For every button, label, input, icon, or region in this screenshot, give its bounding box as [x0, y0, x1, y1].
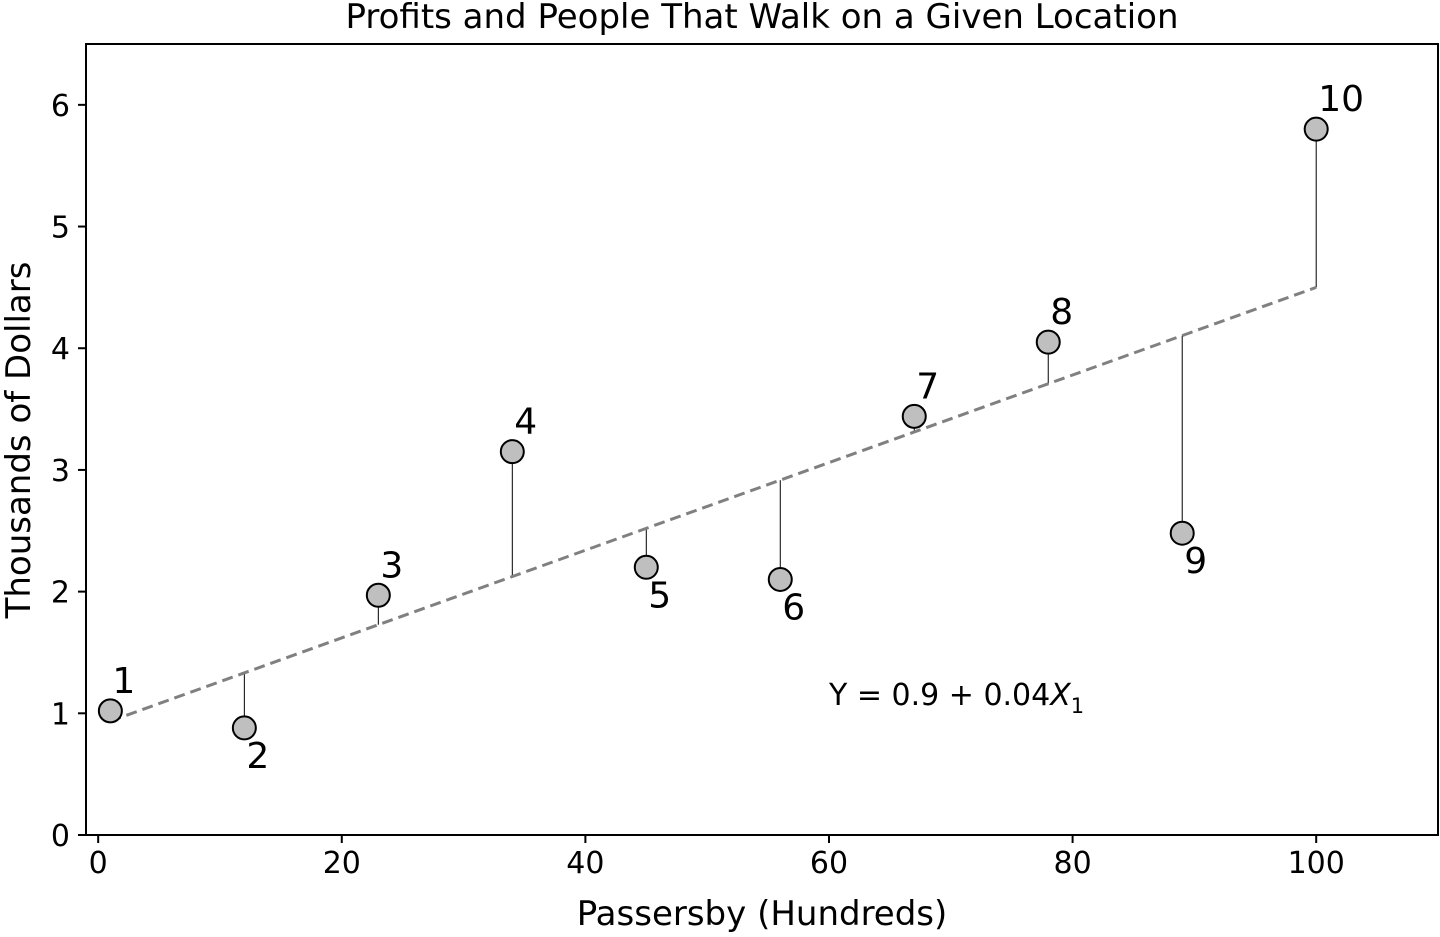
x-axis-label: Passersby (Hundreds)	[577, 894, 948, 932]
chart-title: Profits and People That Walk on a Given …	[345, 0, 1178, 37]
y-tick-label: 2	[51, 576, 70, 611]
y-tick-label: 3	[51, 454, 70, 489]
data-point	[901, 403, 927, 429]
y-tick-label: 6	[51, 89, 70, 124]
point-label: 3	[380, 545, 403, 586]
point-label: 10	[1318, 79, 1364, 120]
regression-line	[109, 285, 1317, 723]
point-label: 5	[648, 575, 671, 616]
point-label: 2	[246, 736, 269, 777]
data-point	[1303, 116, 1329, 142]
data-point	[97, 698, 123, 724]
x-tick-label: 0	[89, 846, 108, 881]
y-tick-label: 0	[51, 819, 70, 854]
y-tick-label: 5	[51, 211, 70, 246]
plot-frame	[85, 43, 1439, 836]
plot-area: 0 20 40 60 80 100 0 1 2 3 4 5 6 1 2 3 4 5 6 7 8 9 10 Y = 0.9 + …	[51, 43, 1439, 881]
data-point	[499, 439, 525, 465]
point-label: 1	[112, 661, 135, 702]
point-label: 8	[1050, 292, 1073, 333]
point-label: 6	[782, 587, 805, 628]
data-point	[1169, 520, 1195, 546]
data-point	[767, 566, 793, 592]
x-tick-label: 60	[810, 846, 848, 881]
x-tick-label: 100	[1288, 846, 1345, 881]
regression-equation: Y = 0.9 + 0.04X1	[828, 678, 1084, 718]
x-tick-label: 40	[566, 846, 604, 881]
y-tick-label: 1	[51, 697, 70, 732]
point-label: 9	[1184, 541, 1207, 582]
data-point	[231, 715, 257, 741]
data-point	[633, 554, 659, 580]
y-tick-label: 4	[51, 332, 70, 367]
x-tick-label: 80	[1054, 846, 1092, 881]
y-axis-label: Thousands of Dollars	[0, 262, 39, 620]
point-label: 7	[916, 366, 939, 407]
point-label: 4	[514, 402, 537, 443]
data-point	[1035, 329, 1061, 355]
x-tick-label: 20	[323, 846, 361, 881]
data-point	[365, 582, 391, 608]
